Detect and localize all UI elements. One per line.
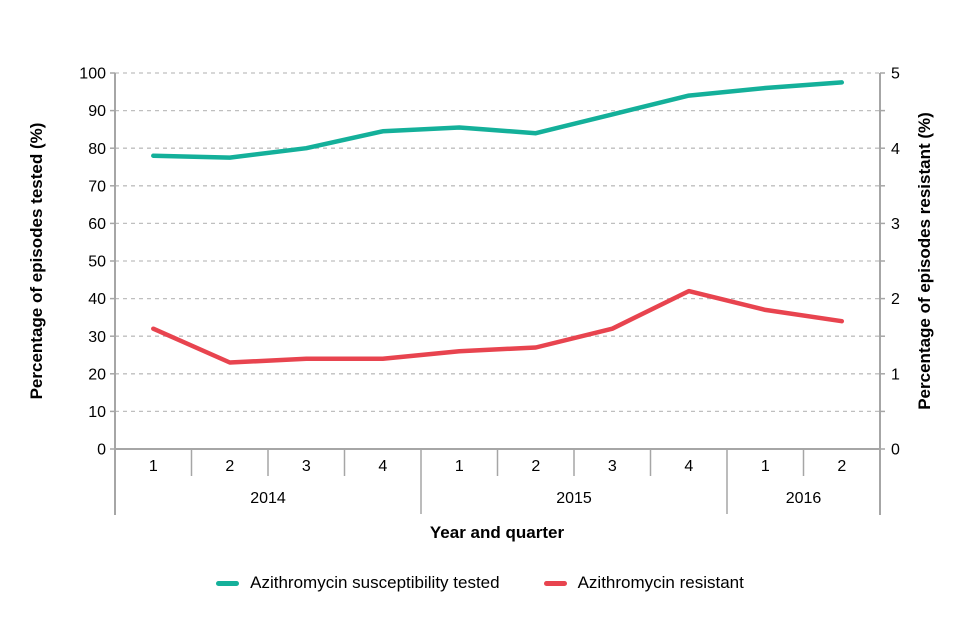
quarter-label: 3 [302, 458, 311, 475]
quarter-label: 4 [378, 458, 387, 475]
year-label: 2016 [786, 490, 822, 507]
ticks-layer [110, 72, 885, 514]
resistant-series-swatch [543, 580, 567, 586]
tested-series-line [151, 80, 845, 160]
left-axis-tick-label: 40 [88, 291, 106, 308]
legend-label-tested: Azithromycin susceptibility tested [250, 573, 500, 592]
quarter-label: 1 [149, 458, 158, 475]
left-axis-tick-label: 0 [97, 442, 106, 459]
quarter-label: 4 [684, 458, 693, 475]
resistant-series-line [151, 288, 845, 365]
series-layer [151, 80, 845, 365]
quarter-label: 2 [531, 458, 540, 475]
left-axis-title: Percentage of episodes tested (%) [27, 123, 46, 400]
left-axis-tick-label: 10 [88, 404, 106, 421]
left-axis-tick-label: 20 [88, 366, 106, 383]
left-axis-tick-label: 80 [88, 141, 106, 158]
left-axis-tick-label: 60 [88, 216, 106, 233]
left-axis-tick-label: 100 [79, 66, 106, 83]
legend-item-resistant: Azithromycin resistant [543, 573, 744, 593]
right-axis-tick-label: 5 [891, 66, 900, 83]
left-axis-tick-label: 90 [88, 103, 106, 120]
legend: Azithromycin susceptibility tested Azith… [0, 573, 960, 593]
legend-label-resistant: Azithromycin resistant [577, 573, 744, 592]
right-axis-title: Percentage of episodes resistant (%) [915, 112, 934, 410]
year-label: 2014 [250, 490, 286, 507]
quarter-label: 1 [761, 458, 770, 475]
quarter-label: 1 [455, 458, 464, 475]
right-axis-tick-label: 0 [891, 442, 900, 459]
quarter-label: 2 [225, 458, 234, 475]
left-axis-tick-label: 70 [88, 178, 106, 195]
quarter-label: 2 [837, 458, 846, 475]
quarter-label: 3 [608, 458, 617, 475]
left-axis-tick-label: 50 [88, 254, 106, 271]
year-label: 2015 [556, 490, 592, 507]
x-axis-title: Year and quarter [430, 523, 565, 542]
tested-series-swatch [216, 580, 240, 586]
right-axis-tick-label: 2 [891, 291, 900, 308]
left-axis-tick-label: 30 [88, 329, 106, 346]
right-axis-tick-label: 4 [891, 141, 900, 158]
legend-item-tested: Azithromycin susceptibility tested [216, 573, 500, 593]
right-axis-tick-label: 3 [891, 216, 900, 233]
right-axis-tick-label: 1 [891, 366, 900, 383]
